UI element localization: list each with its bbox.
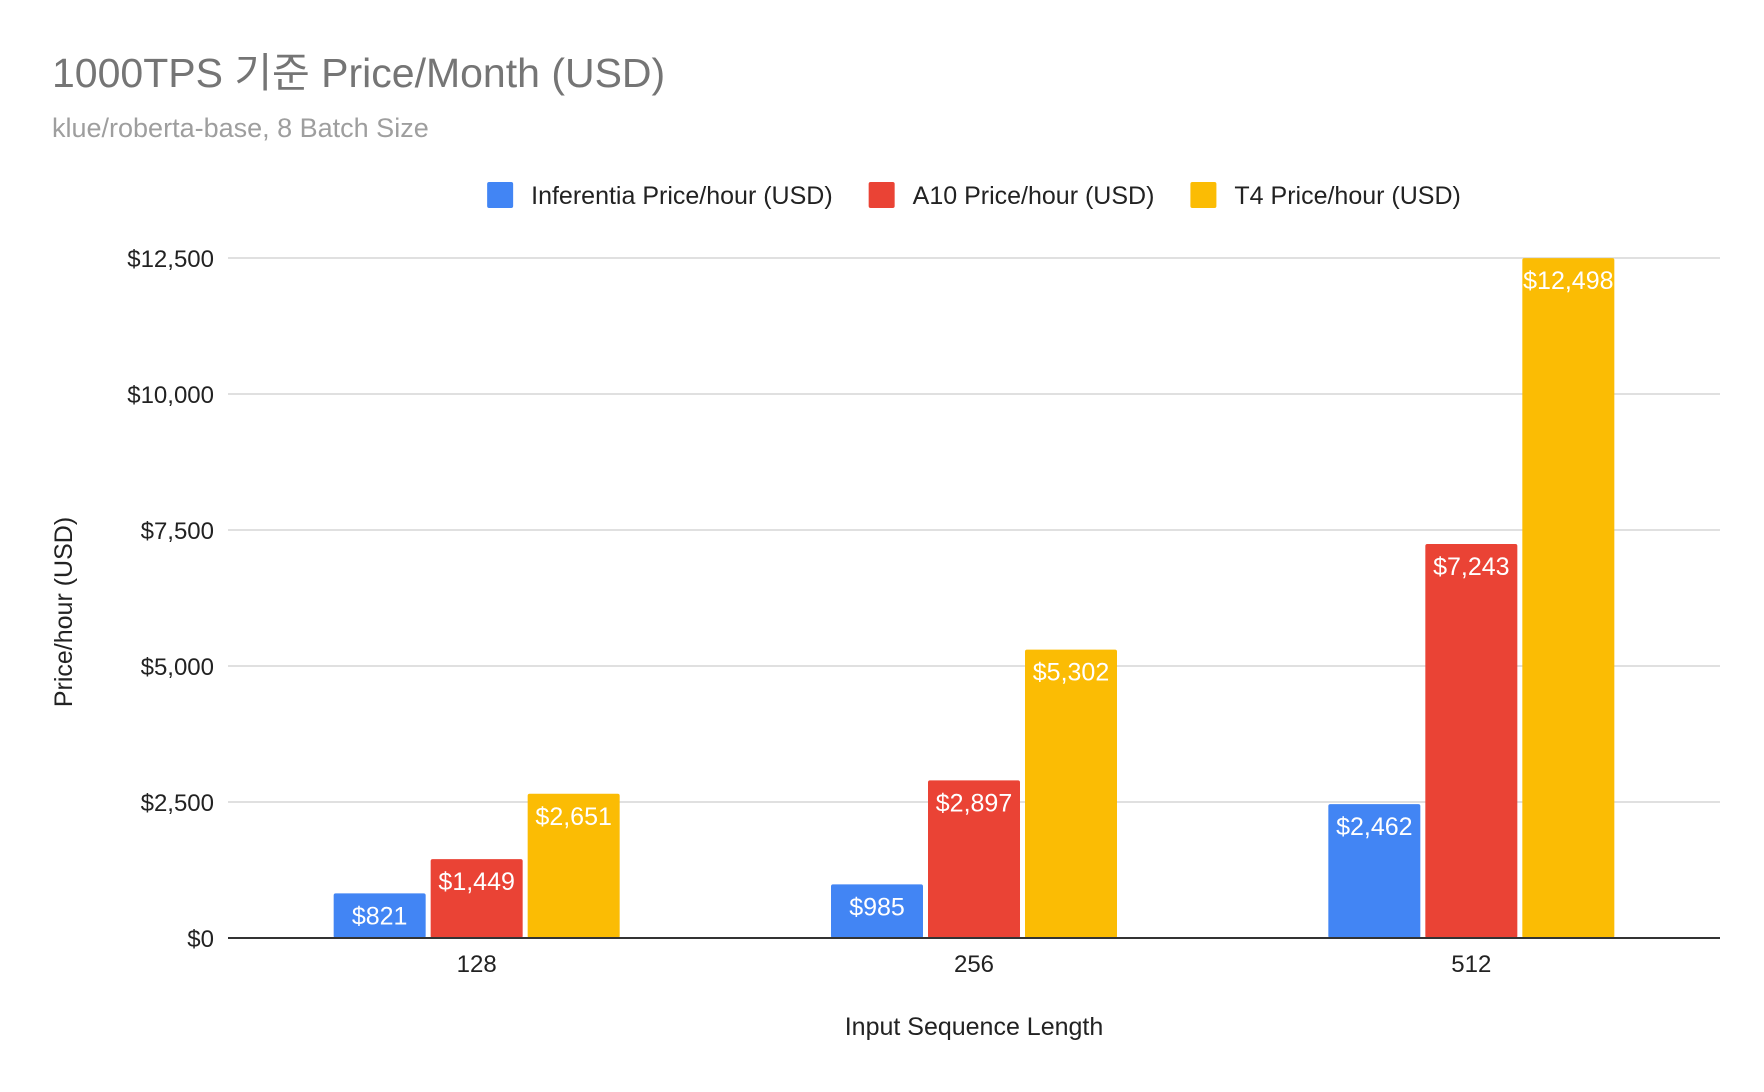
legend-label: A10 Price/hour (USD) bbox=[913, 182, 1155, 210]
legend-item: T4 Price/hour (USD) bbox=[1190, 182, 1461, 210]
legend: Inferentia Price/hour (USD) A10 Price/hou… bbox=[487, 182, 1461, 210]
legend-label: Inferentia Price/hour (USD) bbox=[531, 182, 833, 210]
y-tick-label: $2,500 bbox=[141, 790, 214, 817]
legend-swatch bbox=[487, 182, 514, 208]
bar bbox=[1025, 649, 1117, 938]
x-tick-label: 256 bbox=[954, 951, 994, 978]
y-tick-label: $0 bbox=[187, 926, 214, 953]
bar-data-label: $985 bbox=[849, 893, 905, 921]
x-axis-title: Input Sequence Length bbox=[845, 1013, 1104, 1041]
y-axis-title: Price/hour (USD) bbox=[50, 517, 78, 707]
y-tick-label: $7,500 bbox=[141, 518, 214, 545]
bar-data-label: $7,243 bbox=[1433, 553, 1509, 581]
legend-item: A10 Price/hour (USD) bbox=[868, 182, 1155, 210]
bar-data-label: $821 bbox=[352, 902, 408, 930]
x-axis-ticks: 128 256 512 bbox=[457, 951, 1492, 978]
legend-item: Inferentia Price/hour (USD) bbox=[487, 182, 833, 210]
bar-data-label: $2,462 bbox=[1336, 813, 1412, 841]
bar bbox=[831, 884, 923, 938]
bar-data-label: $2,651 bbox=[535, 803, 611, 831]
legend-swatch bbox=[868, 182, 895, 208]
bar bbox=[527, 793, 620, 938]
chart-title: 1000TPS 기준 Price/Month (USD) bbox=[52, 50, 665, 96]
bar bbox=[430, 859, 523, 938]
bar bbox=[333, 893, 426, 938]
y-tick-label: $5,000 bbox=[141, 654, 214, 681]
bar-data-label: $1,449 bbox=[438, 868, 514, 896]
legend-label: T4 Price/hour (USD) bbox=[1234, 182, 1460, 210]
y-tick-label: $10,000 bbox=[127, 382, 214, 409]
y-tick-label: $12,500 bbox=[127, 246, 214, 273]
x-tick-label: 512 bbox=[1451, 951, 1491, 978]
bar bbox=[1425, 543, 1518, 938]
bar bbox=[928, 780, 1020, 938]
x-tick-label: 128 bbox=[457, 951, 497, 978]
legend-swatch bbox=[1190, 182, 1217, 208]
bar-data-label: $12,498 bbox=[1523, 267, 1613, 295]
bar bbox=[1522, 258, 1615, 939]
bar-labels: $821 $1,449 $2,651 $985 $2,897 $5,302 $2,462 $7… bbox=[352, 267, 1614, 930]
chart-subtitle: klue/roberta-base, 8 Batch Size bbox=[52, 113, 429, 143]
y-axis-ticks: $0 $2,500 $5,000 $7,500 $10,000 $12,500 bbox=[127, 246, 214, 953]
bar-data-label: $5,302 bbox=[1033, 659, 1109, 687]
bar-data-label: $2,897 bbox=[936, 789, 1012, 817]
bar bbox=[1328, 804, 1421, 938]
bars bbox=[333, 258, 1615, 939]
